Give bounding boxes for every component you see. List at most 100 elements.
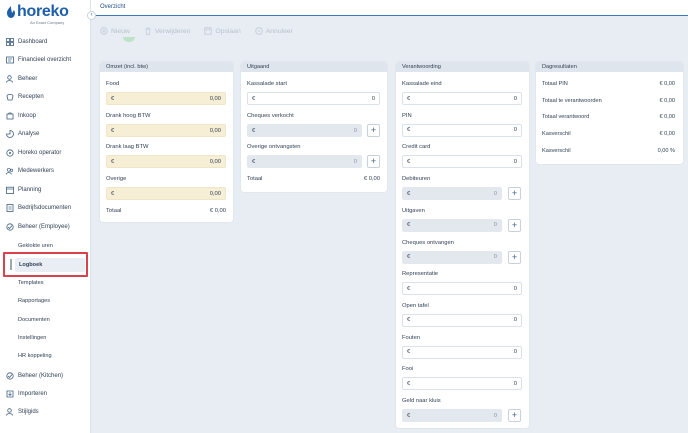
add-entry-button[interactable]: + <box>508 218 521 232</box>
collapse-sidebar-button[interactable]: ‹ <box>87 11 96 20</box>
sidebar-item-bedrijfsdocumenten[interactable]: Bedrijfsdocumenten <box>0 200 91 216</box>
currency-symbol: € <box>407 349 411 356</box>
sidebar-item-label: Beheer (Employee) <box>18 224 70 230</box>
sidebar-item-dashboard[interactable]: Dashboard <box>0 34 91 50</box>
verantwoording-input[interactable]: €0 <box>402 155 522 169</box>
highlight-frame <box>3 252 88 277</box>
cheques-verkocht-field: Cheques verkocht €0 + <box>247 113 380 137</box>
verantwoording-input[interactable]: €0 <box>402 282 522 296</box>
sidebar-subitem-geklokte-uren[interactable]: Geklokte uren <box>18 243 53 249</box>
verantwoording-field: Open tafel €0 <box>402 303 522 327</box>
dagresultaten-row-label: Totaal PIN <box>542 81 568 87</box>
verantwoording-card: Verantwoording Kassalade eind €0 PIN €0 Cred… <box>396 62 529 428</box>
overige-input[interactable]: €0,00 <box>106 187 226 200</box>
sidebar-subitem-documenten[interactable]: Documenten <box>18 317 50 323</box>
sidebar-item-label: Beheer <box>18 76 38 82</box>
uitgaand-total-value: € 0,00 <box>363 176 380 182</box>
sidebar-item-recepten[interactable]: Recepten <box>0 89 91 105</box>
finance-icon <box>6 56 14 64</box>
field-value: 0 <box>353 127 357 134</box>
field-value: 0,00 <box>209 190 221 197</box>
add-entry-button[interactable]: + <box>508 409 521 422</box>
analysis-icon <box>6 130 14 138</box>
dagresultaten-card: Dagresultaten Totaal PIN € 0,00 Totaal t… <box>536 62 683 164</box>
verantwoording-input[interactable]: €0 <box>402 345 522 359</box>
verantwoording-input[interactable]: €0 <box>402 92 522 105</box>
field-label: Fouten <box>402 334 421 341</box>
uitgaand-title: Uitgaand <box>241 62 387 72</box>
sidebar-subitem-templates[interactable]: Templates <box>18 280 44 286</box>
sidebar-item-label: Bedrijfsdocumenten <box>18 205 72 211</box>
verantwoording-input[interactable]: €0 <box>402 123 522 137</box>
currency-symbol: € <box>111 127 115 134</box>
currency-symbol: € <box>111 190 115 197</box>
sidebar: horeko An Exact Company Dashboard Financ… <box>0 0 91 433</box>
omzet-total-label: Totaal <box>106 208 122 214</box>
verantwoording-input[interactable]: €0 <box>402 377 522 391</box>
cancel-button[interactable]: Annuleer <box>255 27 293 35</box>
dagresultaten-row-value: € 0,00 <box>659 114 675 120</box>
sidebar-item-financieel[interactable]: Financieel overzicht <box>0 52 91 68</box>
new-label: Nieuw <box>111 27 130 35</box>
new-button[interactable]: Nieuw <box>100 27 130 35</box>
add-overige-ontvangsten-button[interactable]: + <box>367 155 380 168</box>
sidebar-item-beheer-kitchen[interactable]: Beheer (Kitchen) <box>0 368 91 384</box>
verantwoording-input[interactable]: €0 <box>402 187 502 201</box>
field-label: Uitgaven <box>402 207 425 214</box>
sidebar-item-inkoop[interactable]: Inkoop <box>0 108 91 124</box>
verantwoording-input[interactable]: €0 <box>402 218 502 232</box>
field-value: 0 <box>493 254 497 260</box>
verantwoording-input[interactable]: €0 <box>402 250 502 264</box>
field-label: Overige <box>106 176 127 182</box>
sidebar-item-horeko-operator[interactable]: Horeko operator <box>0 145 91 161</box>
sidebar-item-label: Planning <box>18 187 42 193</box>
plus-icon: + <box>370 156 377 166</box>
dagresultaten-row-value: € 0,00 <box>659 131 675 137</box>
overige-ontvangsten-input[interactable]: €0 <box>247 155 362 168</box>
field-value: 0 <box>513 317 517 324</box>
plus-icon: + <box>511 410 518 420</box>
verantwoording-input[interactable]: €0 <box>402 409 502 422</box>
cheques-verkocht-input[interactable]: €0 <box>247 124 362 137</box>
drank-laag-btw-input[interactable]: €0,00 <box>106 155 226 168</box>
field-value: 0 <box>493 190 497 197</box>
sidebar-item-medewerkers[interactable]: Medewerkers <box>0 163 91 179</box>
sidebar-item-beheer-employee[interactable]: Beheer (Employee) <box>0 219 91 235</box>
verantwoording-title: Verantwoording <box>396 62 529 72</box>
sidebar-item-analyse[interactable]: Analyse <box>0 126 91 142</box>
field-label: Credit card <box>402 144 431 151</box>
delete-button[interactable]: Verwijderen <box>144 27 191 35</box>
add-cheques-verkocht-button[interactable]: + <box>367 124 380 137</box>
sidebar-subitem-instellingen[interactable]: Instellingen <box>18 335 47 341</box>
add-entry-button[interactable]: + <box>508 187 521 201</box>
food-input[interactable]: €0,00 <box>106 92 226 105</box>
dagresultaten-row-label: Totaal verantwoord <box>542 114 590 120</box>
dagresultaten-row-label: Kasverschil <box>542 131 571 137</box>
currency-symbol: € <box>407 190 411 197</box>
sidebar-item-stijlgids[interactable]: Stijlgids <box>0 404 91 420</box>
kassalade-start-field: Kassalade start €0 <box>247 81 380 105</box>
sidebar-item-planning[interactable]: Planning <box>0 182 91 198</box>
field-value: 0 <box>513 127 517 134</box>
users-icon <box>6 167 14 175</box>
sidebar-item-beheer[interactable]: Beheer <box>0 71 91 87</box>
breadcrumb[interactable]: Overzicht <box>100 4 126 10</box>
kassalade-start-input[interactable]: €0 <box>247 92 380 105</box>
sidebar-subitem-logboek[interactable]: Logboek <box>15 258 85 272</box>
sidebar-item-label: Horeko operator <box>18 150 62 156</box>
field-label: Cheques ontvangen <box>402 239 454 246</box>
sidebar-item-importeren[interactable]: Importeren <box>0 386 91 402</box>
sidebar-item-label: Dashboard <box>18 39 48 45</box>
drank-hoog-btw-field: Drank hoog BTW €0,00 <box>106 113 226 137</box>
field-label: Drank laag BTW <box>106 144 149 150</box>
delete-label: Verwijderen <box>154 27 191 35</box>
sidebar-subitem-hr-koppeling[interactable]: HR koppeling <box>18 353 52 359</box>
drank-hoog-btw-input[interactable]: €0,00 <box>106 124 226 137</box>
add-entry-button[interactable]: + <box>508 250 521 264</box>
sidebar-subitem-rapportages[interactable]: Rapportages <box>18 298 51 304</box>
field-label: Kassalade eind <box>402 81 442 87</box>
save-button[interactable]: Opslaan <box>204 27 241 35</box>
employee-icon <box>6 223 14 231</box>
field-label: Debiteuren <box>402 176 431 183</box>
verantwoording-input[interactable]: €0 <box>402 313 522 327</box>
